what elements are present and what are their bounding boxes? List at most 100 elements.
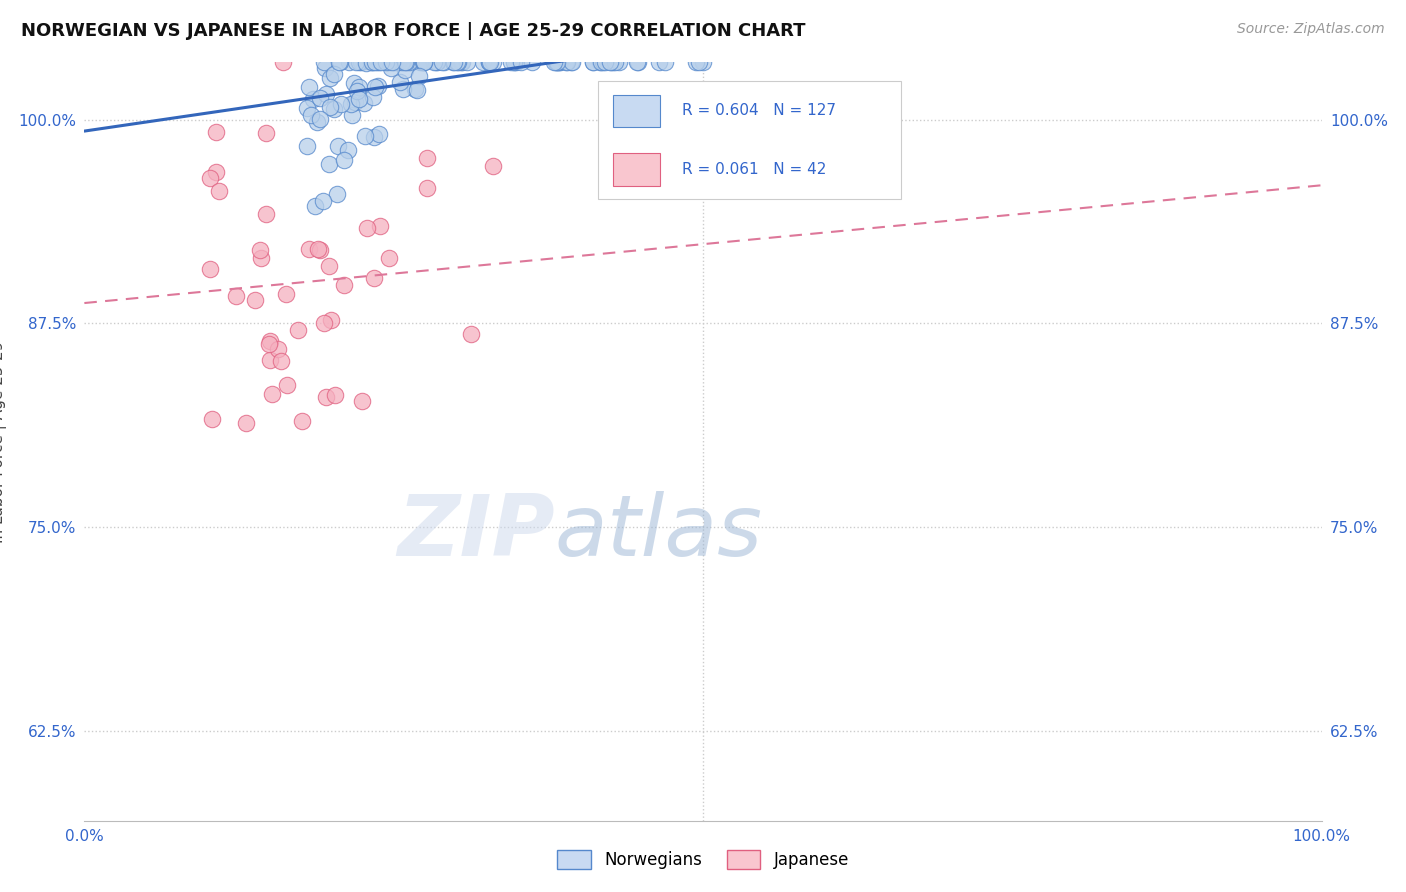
Point [478,55,501,70]
Point [557,55,579,70]
Point [368,127,391,141]
Point [204,125,226,139]
Point [398,55,420,70]
Point [347,55,370,70]
Point [291,414,314,428]
Point [309,112,332,127]
Point [432,55,454,70]
Point [603,55,626,70]
Point [391,55,413,70]
Point [323,387,346,401]
Point [363,130,385,145]
Point [409,55,432,70]
Point [395,55,418,70]
Point [399,55,422,70]
Point [329,55,352,70]
Point [377,55,399,70]
Point [509,55,531,70]
Point [443,55,465,70]
Point [593,55,616,70]
Point [330,97,353,112]
Point [520,55,543,70]
Point [505,55,527,70]
Point [367,78,389,93]
Point [243,293,266,307]
Point [287,323,309,337]
Point [600,55,623,70]
Point [412,55,434,70]
Point [198,170,221,185]
Point [589,55,612,70]
Point [235,416,257,430]
Point [441,55,464,70]
Point [406,83,429,97]
Point [254,126,277,140]
Point [350,55,373,70]
FancyBboxPatch shape [613,95,659,127]
Point [425,55,447,70]
Point [249,243,271,257]
Point [333,277,356,292]
Point [560,55,582,70]
Point [276,378,298,392]
Point [307,242,329,256]
Point [547,55,569,70]
Point [333,153,356,168]
Point [370,55,392,70]
Point [692,55,714,70]
Point [609,55,631,70]
Point [309,91,332,105]
Point [318,157,340,171]
FancyBboxPatch shape [598,81,901,199]
Point [318,100,340,114]
Point [380,62,402,76]
Text: atlas: atlas [554,491,762,574]
Point [378,55,401,70]
Point [460,326,482,341]
Point [315,390,337,404]
Point [688,55,710,70]
Point [260,387,283,401]
Point [342,107,364,121]
Point [543,55,565,70]
Point [312,194,335,208]
Point [413,55,436,70]
Point [360,55,382,70]
Point [482,55,505,70]
Point [592,55,614,70]
Point [259,353,281,368]
Legend: Norwegians, Japanese: Norwegians, Japanese [557,850,849,869]
Text: NORWEGIAN VS JAPANESE IN LABOR FORCE | AGE 25-29 CORRELATION CHART: NORWEGIAN VS JAPANESE IN LABOR FORCE | A… [21,22,806,40]
Point [328,139,350,153]
Point [225,289,247,303]
Point [323,66,346,80]
Point [363,80,385,95]
Point [326,186,349,201]
Point [388,75,411,89]
Point [363,55,385,70]
Point [426,55,449,70]
Point [550,55,572,70]
Point [416,180,439,194]
Point [352,393,374,408]
Point [502,55,524,70]
Text: R = 0.604   N = 127: R = 0.604 N = 127 [682,103,837,119]
Point [337,144,360,158]
Point [343,76,366,90]
Point [378,251,401,265]
Point [344,55,367,70]
Point [361,55,384,70]
Point [271,55,294,70]
Point [208,184,231,198]
Point [544,55,567,70]
Point [561,55,583,70]
Point [408,70,430,84]
Point [591,55,613,70]
Point [301,92,323,106]
Point [546,55,568,70]
Point [315,87,337,102]
Point [451,55,474,70]
Text: R = 0.061   N = 42: R = 0.061 N = 42 [682,162,827,177]
Point [368,55,391,70]
Point [412,55,434,70]
